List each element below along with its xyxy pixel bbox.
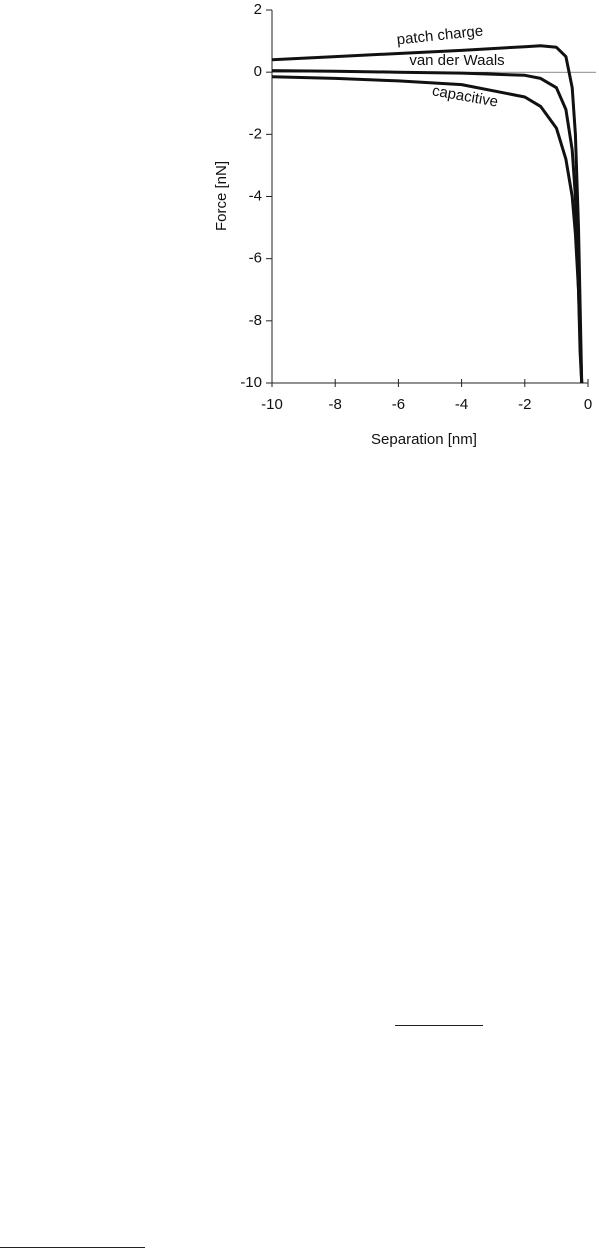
y-axis-label: Force [nN] xyxy=(213,161,230,231)
x-tick-label: -4 xyxy=(455,396,468,413)
series-line xyxy=(271,44,584,384)
y-tick-label: -10 xyxy=(240,374,262,391)
y-tick-label: 0 xyxy=(254,63,262,80)
y-tick-label: -8 xyxy=(249,312,262,329)
x-tick-label: 0 xyxy=(584,396,592,413)
y-tick-label: -4 xyxy=(249,187,262,204)
x-tick-label: -10 xyxy=(261,396,283,413)
x-tick-label: -8 xyxy=(329,396,342,413)
x-tick-label: -6 xyxy=(392,396,405,413)
curve-label: van der Waals xyxy=(409,52,504,69)
y-tick-label: 2 xyxy=(254,1,262,18)
chart: Force [nN] Separation [nm] -10 -8 -6 -4 -2 0 2… xyxy=(213,1,596,448)
x-tick-label: -2 xyxy=(518,396,531,413)
series-line xyxy=(271,69,584,384)
separator-rule xyxy=(395,1025,483,1026)
y-tick-label: -2 xyxy=(249,125,262,142)
y-tick-label: -6 xyxy=(249,250,262,267)
x-axis-label: Separation [nm] xyxy=(371,431,477,448)
curve-label: patch charge xyxy=(396,22,484,48)
series-line xyxy=(271,75,584,384)
footnote-rule xyxy=(0,1247,145,1248)
